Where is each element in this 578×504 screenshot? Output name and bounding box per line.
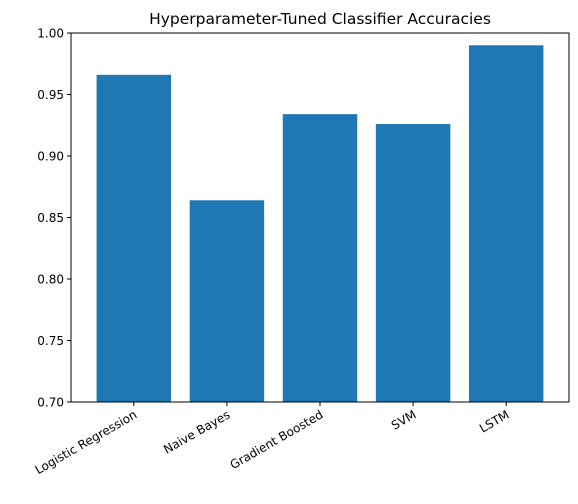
y-axis: 0.70 0.75 0.80 0.85 0.90 0.95 1.00: [37, 26, 71, 409]
y-tick-label: 0.75: [37, 334, 64, 348]
bar-logistic-regression: [96, 74, 172, 402]
bar-gradient-boosted: [282, 114, 358, 403]
x-tick-label: Naive Bayes: [161, 407, 232, 456]
y-tick-label: 0.80: [37, 272, 64, 286]
bar-naive-bayes: [189, 200, 265, 402]
x-tick-label: Logistic Regression: [33, 407, 140, 477]
bar-svm: [375, 124, 451, 403]
chart-title: Hyperparameter-Tuned Classifier Accuraci…: [149, 10, 491, 28]
y-tick-label: 0.85: [37, 211, 64, 225]
x-tick-label: Gradient Boosted: [228, 407, 326, 472]
plot-frame: [70, 32, 570, 403]
x-tick-label: LSTM: [477, 407, 512, 435]
y-tick-label: 1.00: [37, 26, 64, 40]
y-tick-label: 0.70: [37, 395, 64, 409]
x-tick-label: SVM: [389, 407, 419, 432]
bar-lstm: [468, 45, 544, 403]
y-tick-label: 0.95: [37, 88, 64, 102]
bars-layer: [96, 45, 544, 403]
y-tick-label: 0.90: [37, 149, 64, 163]
